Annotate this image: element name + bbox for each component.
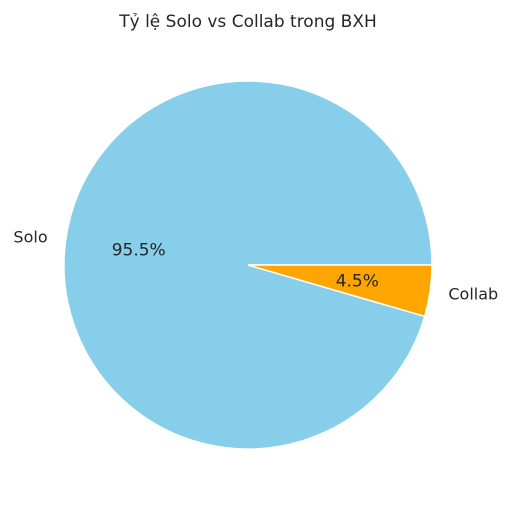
pie-category-label-solo: Solo — [13, 227, 47, 246]
pie-category-label-collab: Collab — [448, 285, 498, 304]
pie-slice-collab — [247, 264, 433, 318]
pie-labels: 95.5% Solo 4.5% Collab — [13, 227, 498, 303]
pie-slices — [63, 80, 433, 450]
chart-title: Tỷ lệ Solo vs Collab trong BXH — [118, 12, 377, 32]
pie-percent-label-solo: 95.5% — [112, 240, 166, 260]
pie-percent-label-collab: 4.5% — [336, 272, 379, 292]
